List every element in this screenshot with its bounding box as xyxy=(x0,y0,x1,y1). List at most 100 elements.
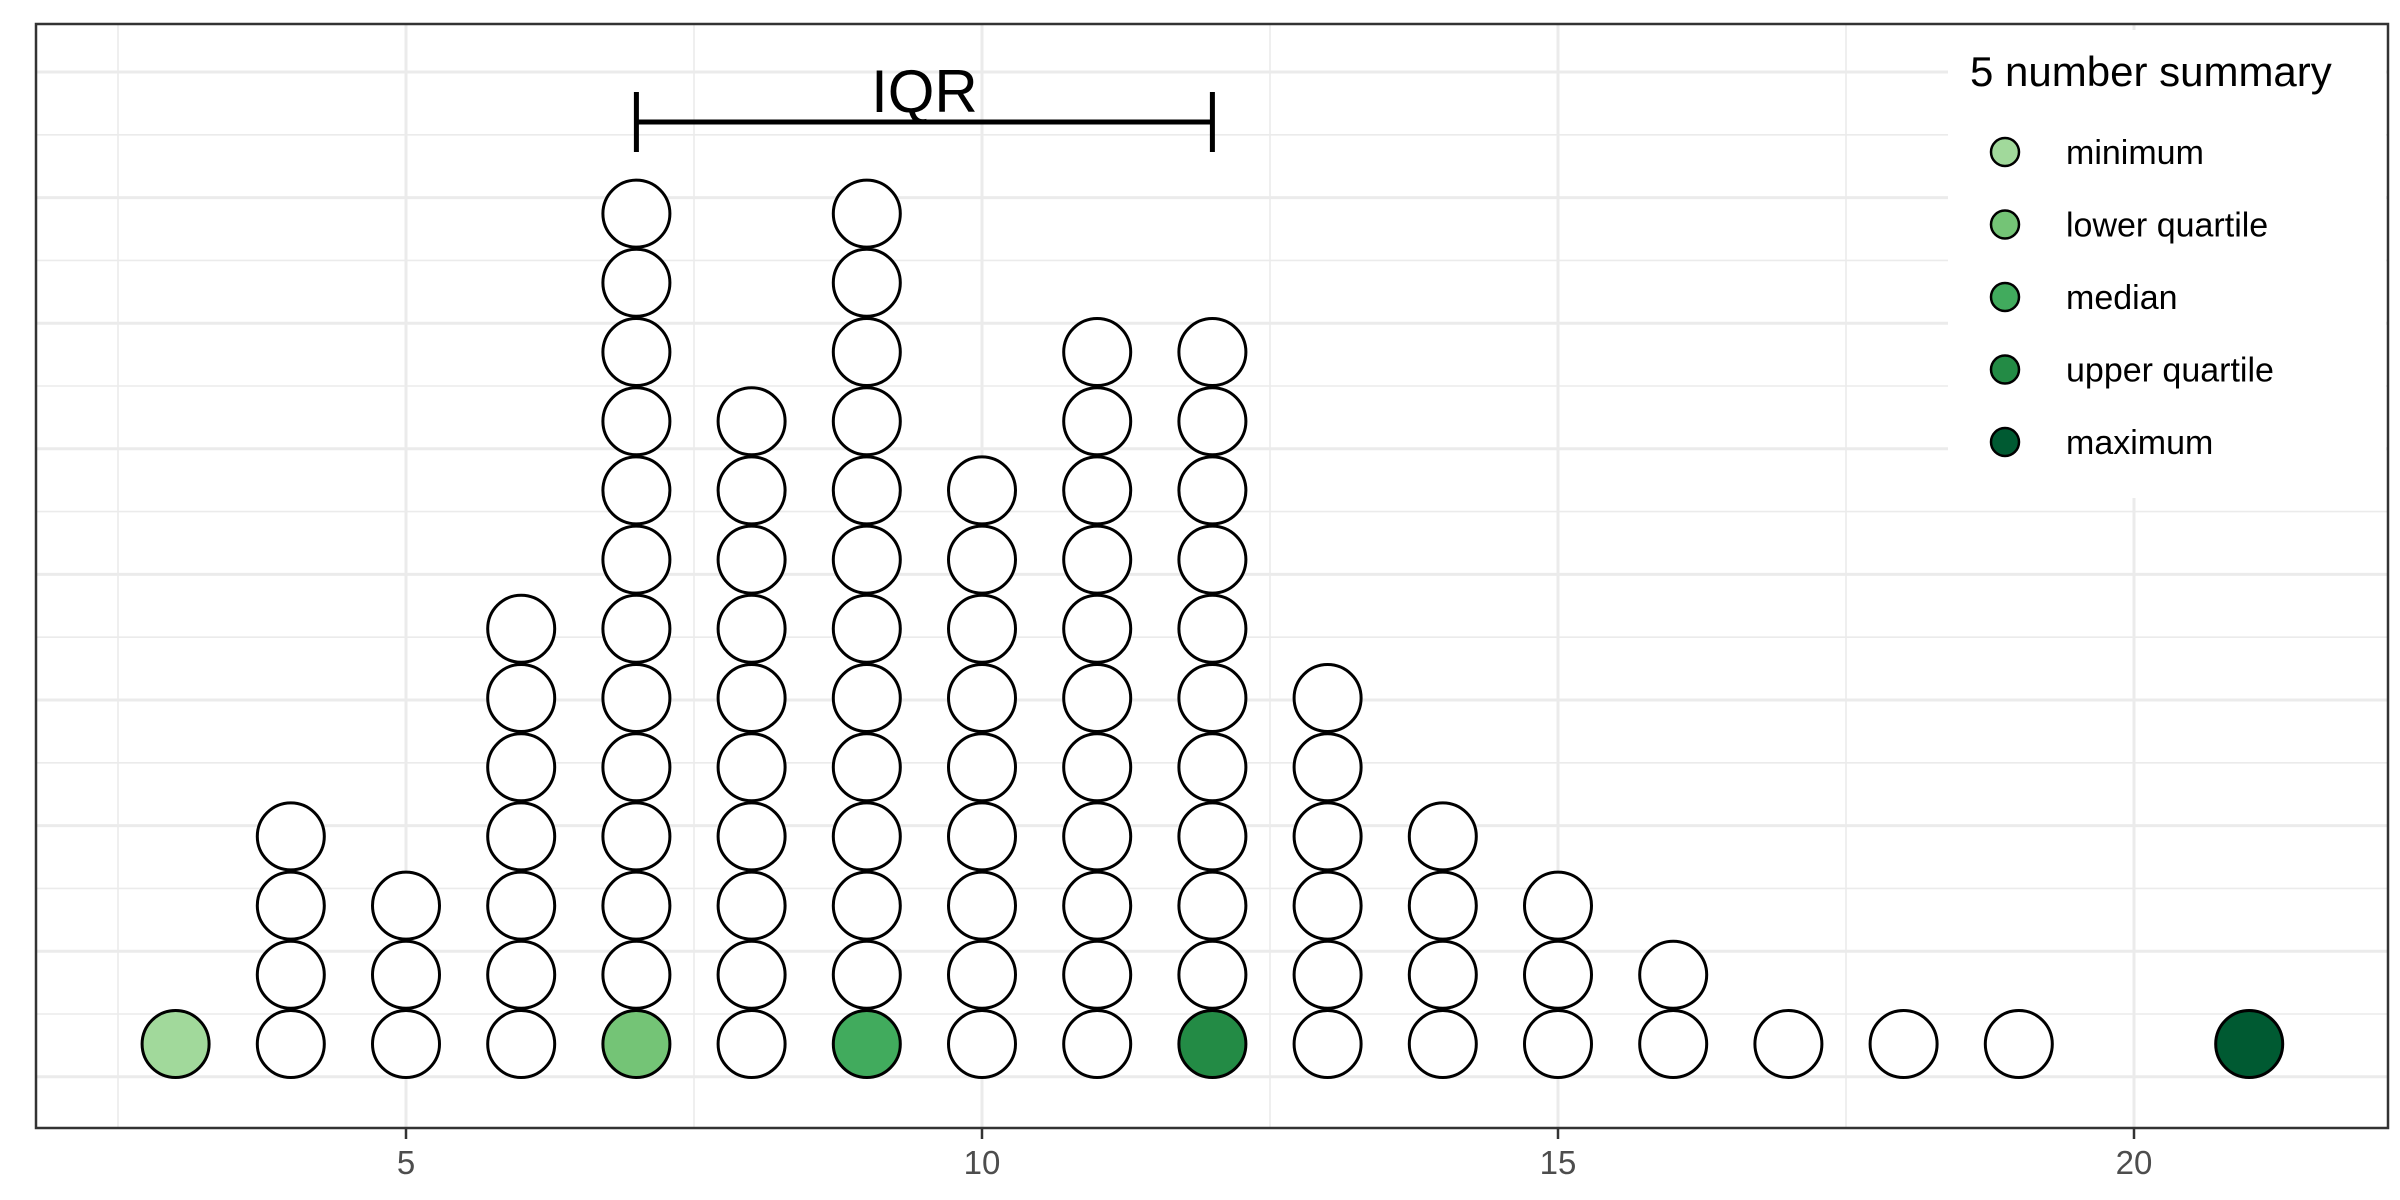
dot xyxy=(1177,317,1248,387)
dot xyxy=(1292,939,1363,1010)
dot xyxy=(716,455,787,526)
dot xyxy=(1523,1009,1593,1079)
dot xyxy=(831,455,902,526)
legend-key-upper-quartile xyxy=(1989,354,2021,385)
legend-key-maximum xyxy=(1989,426,2021,458)
dot-stacks xyxy=(140,178,2285,1079)
dot xyxy=(1292,870,1363,941)
dot xyxy=(601,524,672,595)
dot xyxy=(947,939,1017,1010)
dot xyxy=(371,1009,441,1079)
dot xyxy=(1177,732,1248,803)
dot xyxy=(1177,386,1248,457)
dot-lower-quartile xyxy=(601,1009,672,1079)
dot xyxy=(371,870,441,941)
dot xyxy=(831,386,902,457)
legend-title: 5 number summary xyxy=(1970,48,2332,95)
dot xyxy=(486,1009,557,1079)
dot xyxy=(1177,939,1248,1010)
dot xyxy=(1062,1009,1133,1079)
dot xyxy=(947,663,1017,733)
dot xyxy=(1523,870,1593,941)
dot xyxy=(601,870,672,941)
dot xyxy=(1177,870,1248,941)
dot xyxy=(716,663,787,733)
dot xyxy=(1062,939,1133,1010)
dot xyxy=(831,317,902,387)
legend: 5 number summary minimum lower quartile med… xyxy=(1948,30,2386,498)
dot xyxy=(255,1009,326,1079)
dot xyxy=(1868,1009,1939,1079)
legend-background xyxy=(1948,30,2386,498)
dot xyxy=(1177,663,1248,733)
dot xyxy=(831,247,902,318)
x-axis-tick-label: 10 xyxy=(964,1144,1001,1181)
dot xyxy=(716,939,787,1010)
dot xyxy=(947,801,1017,872)
dot xyxy=(947,524,1017,595)
dot xyxy=(1407,801,1478,872)
legend-key-lower-quartile xyxy=(1989,209,2021,240)
dot xyxy=(1062,663,1133,733)
dot xyxy=(716,524,787,595)
dot-minimum xyxy=(140,1009,211,1079)
dot xyxy=(831,870,902,941)
dot xyxy=(1062,870,1133,941)
dot xyxy=(601,801,672,872)
dot xyxy=(947,732,1017,803)
dot xyxy=(831,178,902,249)
dot xyxy=(1638,939,1709,1010)
dot xyxy=(716,732,787,803)
dot xyxy=(255,801,326,872)
dot xyxy=(947,593,1017,664)
dot xyxy=(1062,732,1133,803)
dot xyxy=(947,1009,1017,1079)
dot xyxy=(486,939,557,1010)
dot xyxy=(1177,593,1248,664)
dot xyxy=(601,663,672,733)
dot xyxy=(831,593,902,664)
dot xyxy=(716,593,787,664)
dot xyxy=(601,317,672,387)
dot xyxy=(716,801,787,872)
legend-label-minimum: minimum xyxy=(2066,134,2204,172)
iqr-annotation: IQR xyxy=(633,58,1215,152)
dot xyxy=(831,939,902,1010)
dot xyxy=(1407,870,1478,941)
dot xyxy=(486,801,557,872)
dot xyxy=(1062,455,1133,526)
dot xyxy=(601,593,672,664)
dot-median xyxy=(831,1009,902,1079)
dot xyxy=(601,732,672,803)
dot xyxy=(486,870,557,941)
dot xyxy=(831,663,902,733)
dot xyxy=(1407,1009,1478,1079)
dot xyxy=(831,801,902,872)
dot xyxy=(1062,317,1133,387)
dot xyxy=(486,663,557,733)
dot xyxy=(1292,732,1363,803)
dot xyxy=(1523,939,1593,1010)
dot xyxy=(601,247,672,318)
dot xyxy=(1177,455,1248,526)
dot xyxy=(601,455,672,526)
dot xyxy=(1292,663,1363,733)
dot-upper-quartile xyxy=(1177,1009,1248,1079)
dot xyxy=(371,939,441,1010)
legend-key-minimum xyxy=(1989,136,2021,168)
dot xyxy=(1407,939,1478,1010)
panel-border xyxy=(34,22,2390,1130)
dot xyxy=(255,939,326,1010)
dot xyxy=(1062,386,1133,457)
legend-label-upper-quartile: upper quartile xyxy=(2066,352,2274,390)
dot xyxy=(255,870,326,941)
dot xyxy=(1062,801,1133,872)
x-axis: 5 10 15 20 xyxy=(397,1128,2152,1181)
dot xyxy=(486,732,557,803)
legend-label-median: median xyxy=(2066,279,2178,317)
legend-key-median xyxy=(1989,281,2021,313)
dot xyxy=(947,455,1017,526)
x-axis-tick-label: 5 xyxy=(397,1144,415,1181)
